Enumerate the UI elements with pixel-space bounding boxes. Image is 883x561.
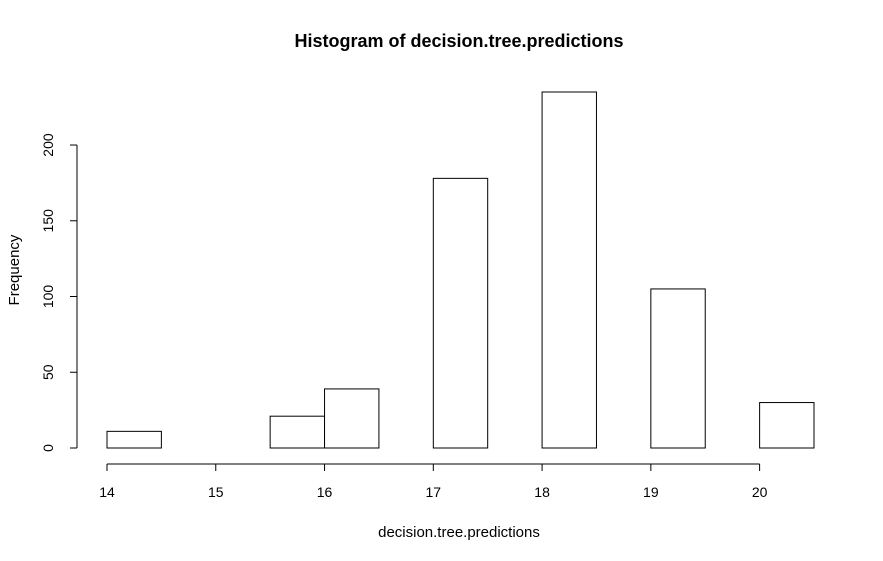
y-tick-label-4: 200: [40, 133, 56, 157]
histogram-bar-4: [324, 388, 380, 449]
histogram-bar-3: [269, 415, 326, 449]
x-tick-label-4: 18: [534, 484, 550, 500]
histogram-bar-0: [106, 430, 162, 449]
x-tick-label-0: 14: [99, 484, 115, 500]
y-tick-label-1: 50: [40, 364, 56, 380]
x-tick-label-1: 15: [208, 484, 224, 500]
x-tick-label-6: 20: [752, 484, 768, 500]
x-axis: 14 15 16 17 18 19 20: [99, 463, 768, 500]
x-tick-label-5: 19: [643, 484, 659, 500]
histogram-bar-8: [541, 91, 597, 449]
bars-group: [106, 91, 815, 449]
histogram-bar-6: [432, 177, 489, 449]
chart-title: Histogram of decision.tree.predictions: [294, 31, 623, 51]
y-axis-title: Frequency: [6, 234, 23, 305]
histogram-bar-12: [759, 402, 815, 449]
y-axis: 0 50 100 150 200: [40, 133, 78, 452]
y-tick-label-3: 150: [40, 209, 56, 233]
histogram-bar-10: [650, 288, 706, 449]
y-tick-label-2: 100: [40, 285, 56, 309]
x-tick-label-3: 17: [426, 484, 442, 500]
x-tick-label-2: 16: [317, 484, 333, 500]
x-axis-title: decision.tree.predictions: [378, 524, 540, 541]
y-tick-label-0: 0: [40, 444, 56, 452]
